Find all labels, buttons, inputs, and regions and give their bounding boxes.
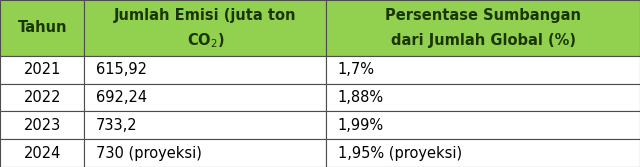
Text: 2022: 2022 (24, 90, 61, 105)
Bar (326, 56, 640, 84)
Text: Jumlah Emisi (juta ton: Jumlah Emisi (juta ton (114, 8, 297, 23)
Text: dari Jumlah Global (%): dari Jumlah Global (%) (390, 33, 576, 48)
Bar (326, 139, 640, 167)
Bar (84, 112, 326, 139)
Text: 692,24: 692,24 (96, 90, 147, 105)
Bar (84, 56, 326, 84)
Bar (0, 0, 84, 56)
Bar (326, 84, 640, 112)
Bar (84, 139, 326, 167)
Bar (0, 84, 84, 112)
Bar (0, 139, 84, 167)
Text: 615,92: 615,92 (96, 62, 147, 77)
Bar (326, 112, 640, 139)
Text: 733,2: 733,2 (96, 118, 138, 133)
Text: 1,95% (proyeksi): 1,95% (proyeksi) (338, 146, 462, 161)
Text: 730 (proyeksi): 730 (proyeksi) (96, 146, 202, 161)
Text: 1,7%: 1,7% (338, 62, 375, 77)
Text: Tahun: Tahun (17, 21, 67, 35)
Bar (84, 84, 326, 112)
Text: 1,88%: 1,88% (338, 90, 384, 105)
Bar (0, 112, 84, 139)
Text: 2023: 2023 (24, 118, 61, 133)
Bar (0, 56, 84, 84)
Text: Persentase Sumbangan: Persentase Sumbangan (385, 8, 581, 23)
Text: 1,99%: 1,99% (338, 118, 384, 133)
Bar (326, 0, 640, 56)
Bar (84, 0, 326, 56)
Text: CO$_2$): CO$_2$) (187, 31, 224, 50)
Text: 2024: 2024 (24, 146, 61, 161)
Text: 2021: 2021 (24, 62, 61, 77)
